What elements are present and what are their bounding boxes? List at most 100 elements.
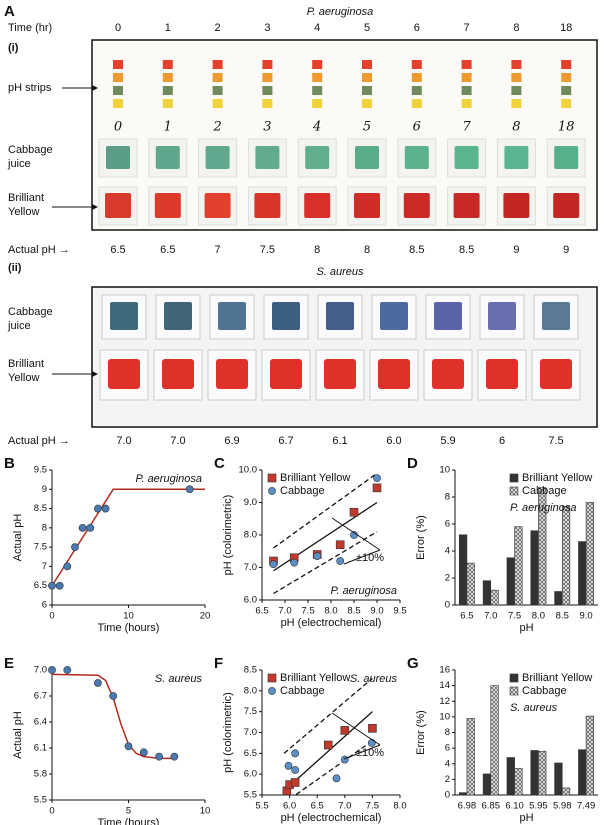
strip-pad: [511, 86, 522, 95]
strip-pad: [461, 99, 472, 108]
band-label: ±10%: [356, 747, 384, 759]
point: [94, 504, 102, 513]
y-tick-label: 10.0: [239, 465, 258, 476]
ph-value: 6.5: [110, 244, 125, 256]
point: [48, 666, 56, 674]
strip-pad: [162, 86, 173, 95]
cabbage-swatch: [110, 302, 138, 330]
y-tick-label: 7.5: [244, 706, 257, 717]
strip-pad: [312, 86, 323, 95]
ph-value: 6.1: [332, 435, 347, 447]
cabbage-swatch: [488, 302, 516, 330]
point: [291, 766, 300, 774]
strip-pad: [511, 73, 522, 82]
chart: D 0 2 4 6 8 10 6.5 7.0 7.5 8.0 8.5 9.0 pH Error (%) Bri…: [407, 455, 598, 634]
ph-value: 5.9: [440, 435, 455, 447]
strip-number: 3: [263, 120, 271, 135]
y-tick-label: 9.5: [34, 465, 47, 476]
row-label: juice: [7, 158, 31, 170]
part-label: (i): [8, 42, 19, 54]
ph-value: 7.0: [116, 435, 131, 447]
bar: [530, 530, 539, 606]
strip-number: 7: [462, 120, 471, 135]
x-tick-label: 7.0: [278, 606, 291, 617]
y-tick-label: 5.5: [34, 795, 47, 806]
yellow-swatch: [378, 359, 410, 389]
reference-line: [273, 531, 378, 595]
row-label: pH strips: [8, 82, 52, 94]
strip-pad: [162, 73, 173, 82]
y-tick-label: 8.0: [244, 685, 257, 696]
x-tick-label: 9.0: [370, 606, 383, 617]
x-tick-label: 6.5: [460, 611, 473, 622]
chart: B 6 6.5 7 7.5 8 8.5 9 9.5 0 10 20 Time (hours) Actual…: [4, 455, 210, 634]
legend-swatch: [267, 673, 277, 683]
point: [86, 523, 95, 532]
cabbage-swatch: [404, 146, 429, 169]
chart: G 0 2 4 6 8 10 12 14 16 6.98 6.85 6.10 5.95 5.98 7.49 pH…: [407, 655, 598, 824]
arrow-head: [92, 85, 98, 91]
time-label: Time (hr): [8, 22, 52, 34]
x-tick-label: 7.5: [508, 611, 521, 622]
y-tick-label: 6.1: [34, 743, 47, 754]
point: [335, 540, 345, 550]
x-tick-label: 6.5: [311, 801, 324, 812]
x-tick-label: 5.5: [255, 801, 268, 812]
point: [139, 748, 148, 757]
strip-pad: [362, 99, 372, 108]
x-tick-label: 5.95: [529, 801, 548, 812]
time-value: 6: [414, 22, 420, 34]
time-value: 8: [513, 22, 519, 34]
y-tick-label: 6: [445, 519, 450, 530]
time-value: 3: [264, 22, 270, 34]
x-tick-label: 7.5: [366, 801, 379, 812]
x-tick-label: 5: [126, 806, 131, 817]
row-label: Yellow: [8, 206, 39, 218]
cabbage-swatch: [326, 302, 354, 330]
x-tick-label: 9.5: [393, 606, 406, 617]
strip-pad: [362, 73, 372, 82]
strip-pad: [411, 60, 422, 69]
fit-line: [52, 673, 175, 760]
point: [101, 504, 110, 513]
time-value: 1: [165, 22, 171, 34]
bar: [578, 749, 587, 796]
panel-label: F: [214, 655, 223, 672]
row-label: juice: [7, 320, 31, 332]
ph-value: 7.0: [170, 435, 185, 447]
bar: [578, 541, 587, 606]
y-tick-label: 0: [445, 600, 450, 611]
point: [372, 483, 382, 493]
strip-pad: [461, 60, 472, 69]
cabbage-swatch: [272, 302, 300, 330]
arrow-head: [92, 371, 98, 377]
ph-value: 8: [364, 244, 370, 256]
cabbage-swatch: [164, 302, 192, 330]
x-tick-label: 5.98: [553, 801, 572, 812]
bar: [514, 768, 523, 796]
bar: [514, 526, 523, 606]
x-tick-label: 6.10: [505, 801, 524, 812]
yellow-swatch: [324, 359, 356, 389]
legend-label: Brilliant Yellow: [280, 672, 350, 684]
legend-swatch: [509, 686, 519, 696]
y-tick-label: 8: [445, 727, 450, 738]
cabbage-swatch: [305, 146, 330, 169]
panel-label: A: [4, 3, 15, 20]
bar: [482, 773, 492, 796]
strip-pad: [113, 73, 123, 82]
yellow-swatch: [162, 359, 194, 389]
yellow-swatch: [254, 193, 281, 218]
bar: [490, 685, 499, 796]
strip-pad: [262, 86, 273, 95]
strip-pad: [262, 99, 273, 108]
yellow-swatch: [486, 359, 518, 389]
point: [368, 724, 377, 733]
ph-value: 8.5: [459, 244, 474, 256]
bar: [482, 580, 492, 606]
strip-number: 1: [164, 120, 172, 135]
strip-pad: [312, 60, 323, 69]
y-tick-label: 6: [42, 600, 47, 611]
y-tick-label: 8.5: [244, 665, 257, 676]
y-tick-label: 8: [42, 522, 47, 533]
